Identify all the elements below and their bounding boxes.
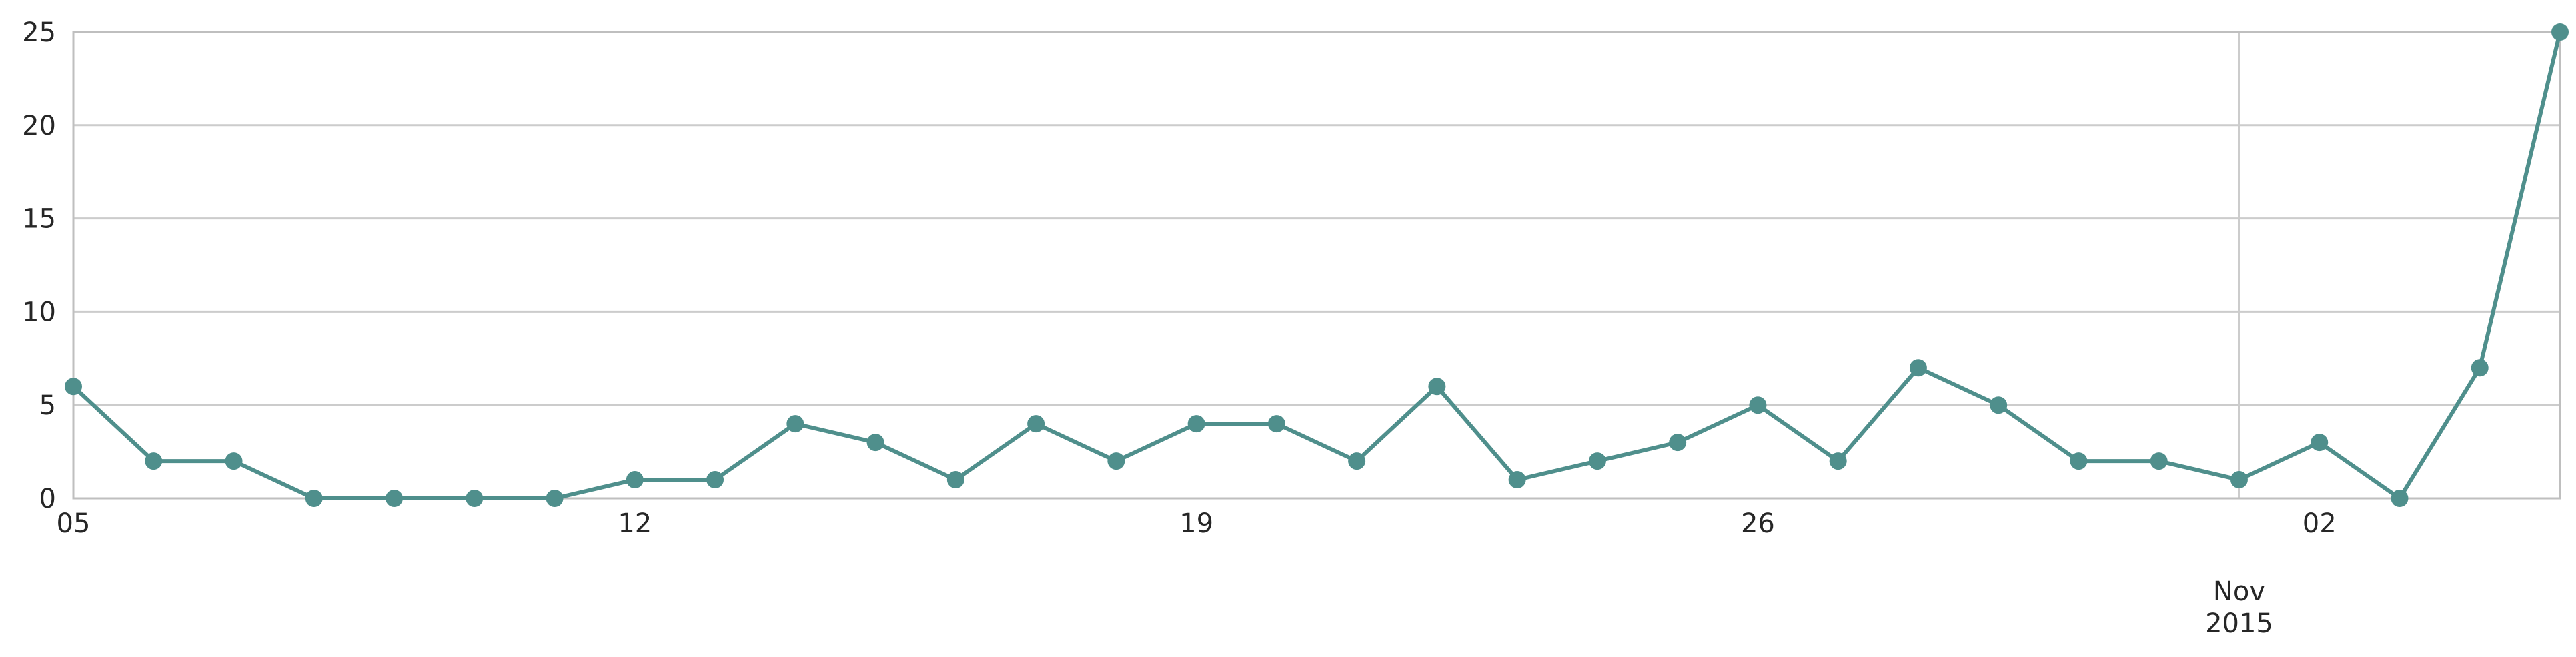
data-point (1267, 415, 1285, 433)
y-tick-label: 0 (39, 484, 56, 514)
data-point (546, 490, 564, 507)
data-point (1508, 471, 1526, 489)
y-tick-label: 20 (22, 111, 56, 141)
grid (73, 31, 2560, 500)
data-point (65, 378, 82, 396)
data-point (2471, 359, 2489, 377)
data-point (2150, 452, 2168, 470)
y-axis: 0 5 10 15 20 25 (22, 17, 56, 514)
data-point (466, 490, 484, 507)
data-point (1669, 434, 1687, 452)
data-point (386, 490, 404, 507)
data-point (1027, 415, 1045, 433)
data-point (225, 452, 243, 470)
data-point (2391, 490, 2409, 507)
x-tick-label-month: Nov (2213, 576, 2265, 607)
data-point (2551, 23, 2569, 41)
data-point (145, 452, 163, 470)
data-point (1749, 396, 1767, 414)
y-tick-label: 10 (22, 297, 56, 327)
plot-frame (72, 31, 2561, 500)
x-tick-label: 19 (1179, 508, 1213, 539)
data-point (305, 490, 323, 507)
y-tick-label: 15 (22, 204, 56, 235)
data-point (706, 471, 724, 489)
data-point (1187, 415, 1205, 433)
data-point (2070, 452, 2088, 470)
data-point (946, 471, 964, 489)
x-tick-label: 26 (1741, 508, 1775, 539)
data-point (2311, 434, 2329, 452)
x-tick-label: 02 (2303, 508, 2337, 539)
x-tick-label: 05 (57, 508, 91, 539)
data-point (2230, 471, 2248, 489)
series-line (71, 30, 2562, 500)
series-group (65, 23, 2569, 507)
x-tick-label-year: 2015 (2205, 608, 2273, 639)
data-point (1588, 452, 1606, 470)
data-point (1107, 452, 1125, 470)
data-point (626, 471, 644, 489)
x-tick-label: 12 (618, 508, 652, 539)
data-point (1829, 452, 1847, 470)
data-point (1348, 452, 1366, 470)
data-point (1428, 378, 1446, 396)
y-tick-label: 5 (39, 390, 56, 421)
data-point (786, 415, 804, 433)
x-axis: Nov 2015 05 12 19 26 02 (57, 508, 2337, 639)
y-tick-label: 25 (22, 17, 56, 48)
data-point (866, 434, 884, 452)
data-point (1990, 396, 2008, 414)
data-point (1909, 359, 1927, 377)
